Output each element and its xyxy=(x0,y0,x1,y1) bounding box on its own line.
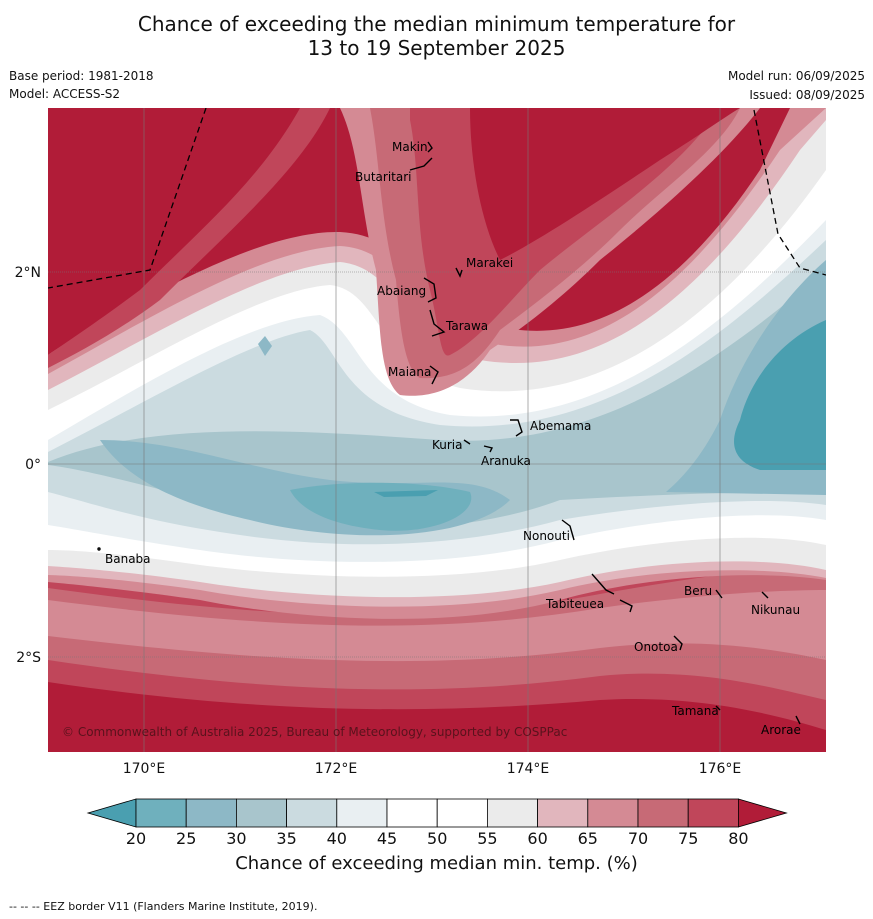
label-abemama: Abemama xyxy=(530,419,591,433)
beru-island xyxy=(715,589,723,599)
band-15-center xyxy=(374,490,438,497)
ytick-2s: 2°S xyxy=(16,650,41,666)
title-line-1: Chance of exceeding the median minimum t… xyxy=(137,12,736,36)
colorbar-segment xyxy=(587,798,639,828)
tabiteuea-south xyxy=(619,599,633,613)
label-maiana: Maiana xyxy=(388,365,431,379)
band-20-east xyxy=(734,320,826,470)
colorbar-segment xyxy=(436,798,488,828)
onotoa-island xyxy=(673,635,683,651)
base-period: Base period: 1981-2018 xyxy=(9,69,154,83)
model-name: Model: ACCESS-S2 xyxy=(9,87,121,101)
label-marakei: Marakei xyxy=(466,256,513,270)
maiana-island xyxy=(429,365,439,385)
northwest-80 xyxy=(48,108,300,355)
colorbar-segment xyxy=(336,798,388,828)
colorbar-tick-label: 35 xyxy=(276,829,296,848)
banaba-island xyxy=(97,547,101,551)
colorbar-segment xyxy=(486,798,538,828)
marakei-island xyxy=(455,267,463,278)
colorbar-segment xyxy=(235,798,287,828)
xtick-170e: 170°E xyxy=(123,761,166,777)
xtick-174e: 174°E xyxy=(507,761,550,777)
ytick-2n: 2°N xyxy=(15,265,41,281)
colorbar-tick-label: 65 xyxy=(578,829,598,848)
axis-labels: 170°E 172°E 174°E 176°E 2°N 0° 2°S xyxy=(15,265,742,777)
island-labels: Makin Butaritari Marakei Abaiang Tarawa … xyxy=(105,140,801,737)
arorae-island xyxy=(795,715,801,725)
colorbar-segment xyxy=(135,798,187,828)
colorbar-tick-label: 60 xyxy=(527,829,547,848)
issued-date: Issued: 08/09/2025 xyxy=(749,88,865,102)
warm-tongue-80 xyxy=(470,108,740,260)
colorbar-segment xyxy=(537,798,589,828)
colorbar-tick-label: 25 xyxy=(176,829,196,848)
nonouti-island xyxy=(561,519,575,541)
abaiang-island xyxy=(423,277,437,303)
label-tamana: Tamana xyxy=(671,704,719,718)
label-onotoa: Onotoa xyxy=(634,640,678,654)
south-band-80b xyxy=(48,682,826,752)
ytick-equator: 0° xyxy=(25,457,41,473)
colorbar-segment xyxy=(687,798,739,828)
aranuka-island xyxy=(483,445,494,453)
title-line-2: 13 to 19 September 2025 xyxy=(307,36,566,60)
butaritari-island xyxy=(409,157,433,171)
eez-line-east xyxy=(753,109,826,276)
islands xyxy=(97,141,801,725)
colorbar: 20 25 30 35 40 45 50 55 60 65 70 75 80 xyxy=(86,798,788,848)
label-tabiteuea: Tabiteuea xyxy=(545,597,604,611)
kuria-island xyxy=(463,439,471,445)
label-butaritari: Butaritari xyxy=(355,170,412,184)
colorbar-tick-label: 55 xyxy=(477,829,497,848)
label-makin: Makin xyxy=(392,140,428,154)
tabiteuea-north xyxy=(591,573,615,595)
colorbar-low-arrow xyxy=(86,798,137,828)
label-aranuka: Aranuka xyxy=(481,454,531,468)
makin-island xyxy=(427,141,433,153)
map-title: Chance of exceeding the median minimum t… xyxy=(0,12,873,60)
label-banaba: Banaba xyxy=(105,552,151,566)
map-panel: Makin Butaritari Marakei Abaiang Tarawa … xyxy=(48,108,826,752)
xtick-176e: 176°E xyxy=(699,761,742,777)
graticule xyxy=(48,108,826,752)
colorbar-segment xyxy=(286,798,338,828)
colorbar-label: Chance of exceeding median min. temp. (%… xyxy=(235,853,638,874)
colorbar-tick-label: 45 xyxy=(377,829,397,848)
abemama-island xyxy=(510,419,523,437)
colorbar-tick-label: 30 xyxy=(226,829,246,848)
xtick-172e: 172°E xyxy=(315,761,358,777)
eez-footnote: -- -- -- EEZ border V11 (Flanders Marine… xyxy=(9,900,318,913)
label-beru: Beru xyxy=(684,584,712,598)
colorbar-tick-label: 20 xyxy=(126,829,146,848)
colorbar-tick-label: 75 xyxy=(678,829,698,848)
model-run: Model run: 06/09/2025 xyxy=(727,69,865,83)
colorbar-segment xyxy=(185,798,237,828)
colorbar-tick-label: 50 xyxy=(427,829,447,848)
northwest-75 xyxy=(48,108,330,368)
label-abaiang: Abaiang xyxy=(377,284,426,298)
colorbar-tick-label: 70 xyxy=(628,829,648,848)
label-nonouti: Nonouti xyxy=(523,529,570,543)
eez-line-west xyxy=(48,108,207,289)
eez-border xyxy=(48,108,826,289)
nikunau-island xyxy=(761,591,769,599)
copyright-text: © Commonwealth of Australia 2025, Bureau… xyxy=(62,725,567,739)
label-kuria: Kuria xyxy=(432,438,463,452)
small-cool-patch xyxy=(258,336,272,356)
label-nikunau: Nikunau xyxy=(751,603,800,617)
tarawa-island xyxy=(429,309,446,337)
colorbar-high-arrow xyxy=(738,798,788,828)
colorbar-segment xyxy=(637,798,689,828)
colorbar-segment xyxy=(386,798,438,828)
tamana-island xyxy=(715,705,721,711)
label-tarawa: Tarawa xyxy=(445,319,488,333)
colorbar-tick-label: 40 xyxy=(327,829,347,848)
label-arorae: Arorae xyxy=(761,723,801,737)
colorbar-tick-label: 80 xyxy=(728,829,748,848)
